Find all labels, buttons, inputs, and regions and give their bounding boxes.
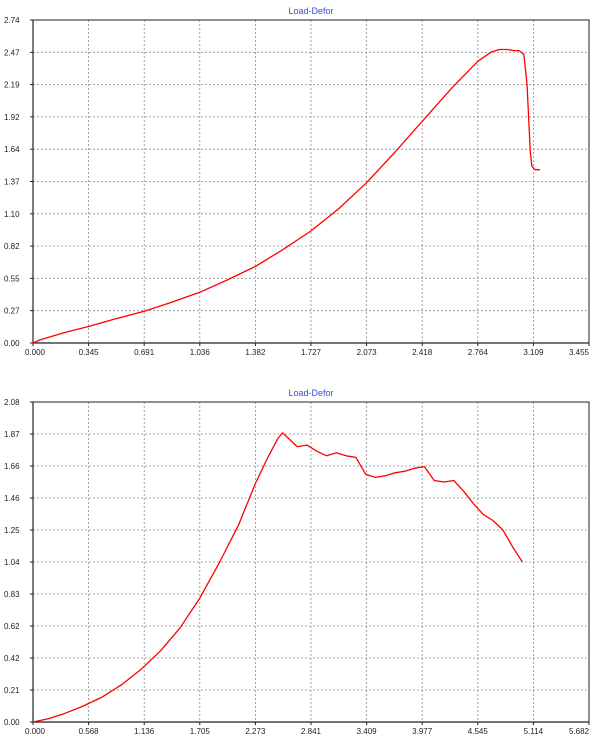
x-tick-label: 0.000 xyxy=(25,348,46,357)
x-tick-label: 0.691 xyxy=(134,348,155,357)
x-tick-label: 3.109 xyxy=(523,348,544,357)
chart-top: Load-Defor 0.000 0.345 0.691 1.036 1.382 1.727… xyxy=(0,0,599,365)
y-tick-label: 1.46 xyxy=(4,494,20,503)
y-tick-label: 0.62 xyxy=(4,622,20,631)
chart-bottom: Load-Defor 0.000 0.568 1.136 1.705 2.273 2.841… xyxy=(0,385,599,751)
x-tick-label: 1.705 xyxy=(190,727,211,736)
x-tick-label: 1.382 xyxy=(245,348,266,357)
y-tick-label: 1.04 xyxy=(4,558,20,567)
x-tick-label: 5.682 xyxy=(569,727,590,736)
y-tick-label: 0.42 xyxy=(4,654,20,663)
x-tick-label: 1.136 xyxy=(134,727,155,736)
x-tick-label: 1.036 xyxy=(190,348,211,357)
y-tick-label: 0.55 xyxy=(4,274,20,283)
x-tick-label: 3.455 xyxy=(569,348,590,357)
y-tick-label: 0.82 xyxy=(4,242,20,251)
x-tick-label: 0.568 xyxy=(79,727,100,736)
chart-title: Load-Defor xyxy=(288,388,333,398)
load-defor-curve xyxy=(32,432,523,723)
x-tick-label: 2.418 xyxy=(412,348,433,357)
y-tick-label: 2.19 xyxy=(4,81,20,90)
y-tick-label: 1.37 xyxy=(4,178,20,187)
chart-title: Load-Defor xyxy=(288,6,333,16)
y-tick-label: 0.00 xyxy=(4,718,20,727)
y-tick-label: 2.08 xyxy=(4,398,20,407)
load-defor-chart-top: Load-Defor 0.000 0.345 0.691 1.036 1.382 1.727… xyxy=(4,6,590,357)
load-defor-chart-bottom: Load-Defor 0.000 0.568 1.136 1.705 2.273 2.841… xyxy=(4,388,590,736)
x-tick-label: 4.545 xyxy=(468,727,489,736)
y-tick-label: 0.21 xyxy=(4,686,20,695)
y-tick-label: 2.47 xyxy=(4,48,20,57)
x-tick-label: 3.409 xyxy=(357,727,378,736)
y-tick-label: 0.83 xyxy=(4,590,20,599)
y-tick-label: 1.25 xyxy=(4,526,20,535)
x-tick-label: 1.727 xyxy=(301,348,322,357)
x-tick-label: 2.273 xyxy=(245,727,266,736)
x-tick-label: 5.114 xyxy=(524,727,544,736)
y-tick-label: 0.00 xyxy=(4,339,20,348)
x-tick-label: 0.000 xyxy=(25,727,46,736)
y-tick-label: 1.87 xyxy=(4,430,20,439)
y-tick-label: 1.64 xyxy=(4,145,20,154)
x-tick-label: 2.764 xyxy=(468,348,489,357)
load-defor-curve xyxy=(32,48,540,344)
y-tick-label: 1.66 xyxy=(4,462,20,471)
y-tick-label: 0.27 xyxy=(4,307,20,316)
x-tick-label: 0.345 xyxy=(79,348,100,357)
x-tick-label: 2.841 xyxy=(301,727,322,736)
y-tick-label: 1.92 xyxy=(4,113,20,122)
x-tick-label: 2.073 xyxy=(357,348,378,357)
y-tick-label: 1.10 xyxy=(4,210,20,219)
y-tick-label: 2.74 xyxy=(4,16,20,25)
x-tick-label: 3.977 xyxy=(412,727,433,736)
